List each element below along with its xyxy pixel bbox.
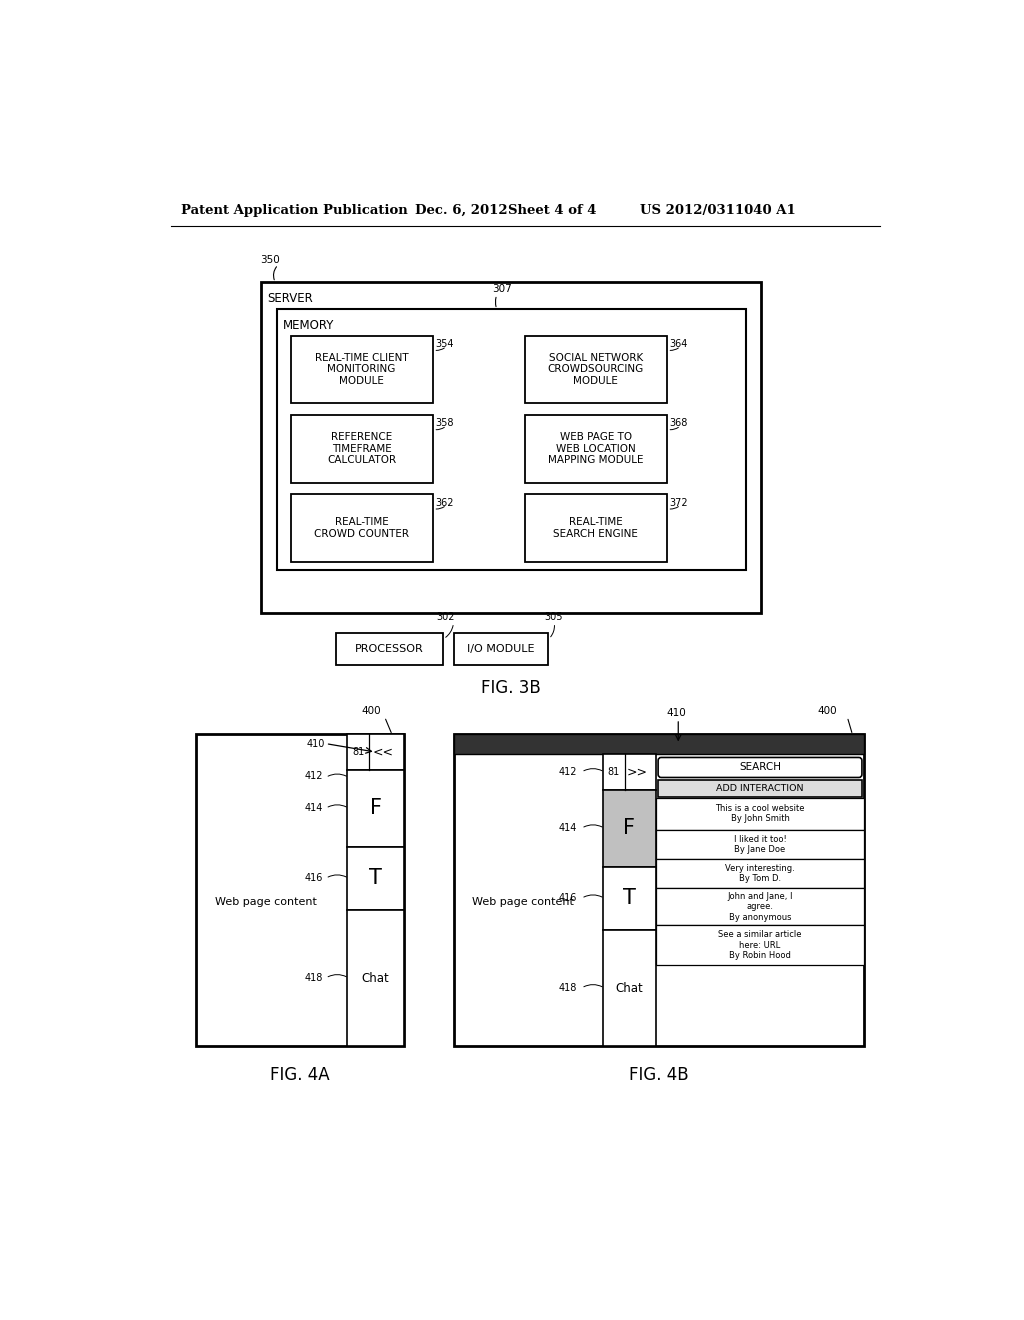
Text: REAL-TIME CLIENT
MONITORING
MODULE: REAL-TIME CLIENT MONITORING MODULE	[314, 352, 409, 385]
Text: Sheet 4 of 4: Sheet 4 of 4	[508, 205, 596, 218]
Bar	[655, 888, 864, 925]
FancyBboxPatch shape	[658, 758, 862, 777]
Bar	[603, 789, 655, 867]
Text: 410: 410	[307, 739, 326, 748]
Text: FIG. 3B: FIG. 3B	[481, 680, 541, 697]
Text: 418: 418	[305, 973, 324, 983]
Text: 302: 302	[436, 612, 455, 622]
Bar	[603, 929, 655, 1047]
Text: 400: 400	[361, 706, 381, 717]
Bar	[524, 494, 667, 562]
Text: 305: 305	[544, 612, 562, 622]
Text: FIG. 4B: FIG. 4B	[629, 1067, 689, 1085]
Bar	[524, 335, 667, 404]
Bar	[276, 309, 745, 570]
Text: >>: >>	[627, 766, 647, 779]
Text: 368: 368	[670, 418, 688, 428]
Bar	[347, 770, 403, 847]
Text: 372: 372	[670, 498, 688, 508]
Text: SERVER: SERVER	[267, 293, 313, 305]
Text: F: F	[624, 818, 636, 838]
Bar	[291, 335, 432, 404]
Bar	[603, 867, 655, 929]
Text: FIG. 4A: FIG. 4A	[270, 1067, 330, 1085]
Text: 416: 416	[305, 874, 324, 883]
Bar	[454, 734, 864, 755]
Text: 354: 354	[435, 339, 455, 348]
Bar	[291, 494, 432, 562]
Text: I/O MODULE: I/O MODULE	[467, 644, 535, 653]
Text: 414: 414	[558, 824, 577, 833]
Text: Dec. 6, 2012: Dec. 6, 2012	[415, 205, 507, 218]
Text: ADD INTERACTION: ADD INTERACTION	[716, 784, 804, 793]
Text: This is a cool website
By John Smith: This is a cool website By John Smith	[715, 804, 805, 824]
Bar	[655, 830, 864, 859]
Text: Chat: Chat	[361, 972, 389, 985]
Bar	[291, 414, 432, 483]
Text: REFERENCE
TIMEFRAME
CALCULATOR: REFERENCE TIMEFRAME CALCULATOR	[327, 432, 396, 465]
Text: WEB PAGE TO
WEB LOCATION
MAPPING MODULE: WEB PAGE TO WEB LOCATION MAPPING MODULE	[548, 432, 643, 465]
Text: 307: 307	[493, 284, 512, 293]
Text: 364: 364	[670, 339, 688, 348]
Text: See a similar article
here: URL
By Robin Hood: See a similar article here: URL By Robin…	[718, 931, 802, 960]
Text: 362: 362	[435, 498, 455, 508]
Text: 418: 418	[558, 983, 577, 993]
Text: 414: 414	[305, 804, 324, 813]
Text: 81: 81	[608, 767, 621, 777]
Text: Very interesting.
By Tom D.: Very interesting. By Tom D.	[725, 865, 795, 883]
Text: MEMORY: MEMORY	[283, 319, 335, 333]
Bar	[347, 847, 403, 909]
Text: F: F	[370, 799, 382, 818]
Bar	[655, 859, 864, 888]
Bar	[347, 734, 403, 770]
Text: SEARCH: SEARCH	[739, 763, 781, 772]
Text: 400: 400	[818, 706, 838, 717]
Text: 416: 416	[558, 894, 577, 903]
Bar	[524, 414, 667, 483]
Bar	[658, 780, 862, 797]
Text: John and Jane, I
agree.
By anonymous: John and Jane, I agree. By anonymous	[727, 892, 793, 921]
Text: Web page content: Web page content	[472, 896, 574, 907]
Text: 350: 350	[260, 255, 280, 265]
Text: 358: 358	[435, 418, 455, 428]
Bar	[454, 632, 548, 665]
Text: PROCESSOR: PROCESSOR	[354, 644, 424, 653]
Text: Chat: Chat	[615, 982, 643, 994]
Text: I liked it too!
By Jane Doe: I liked it too! By Jane Doe	[733, 834, 786, 854]
Text: Web page content: Web page content	[215, 896, 316, 907]
Text: <<: <<	[373, 746, 394, 759]
Text: 412: 412	[558, 767, 577, 777]
Text: 410: 410	[667, 708, 686, 718]
Bar	[655, 925, 864, 965]
Text: US 2012/0311040 A1: US 2012/0311040 A1	[640, 205, 796, 218]
Text: Patent Application Publication: Patent Application Publication	[180, 205, 408, 218]
Text: T: T	[370, 869, 382, 888]
Text: REAL-TIME
CROWD COUNTER: REAL-TIME CROWD COUNTER	[314, 517, 410, 539]
Text: T: T	[623, 888, 636, 908]
Text: 412: 412	[305, 771, 324, 781]
Bar	[655, 797, 864, 830]
Bar	[603, 755, 655, 789]
Bar	[261, 281, 761, 612]
Text: 81: 81	[352, 747, 365, 758]
Bar	[454, 734, 864, 1047]
Text: SOCIAL NETWORK
CROWDSOURCING
MODULE: SOCIAL NETWORK CROWDSOURCING MODULE	[548, 352, 644, 385]
Bar	[197, 734, 403, 1047]
Text: REAL-TIME
SEARCH ENGINE: REAL-TIME SEARCH ENGINE	[553, 517, 638, 539]
Bar	[347, 909, 403, 1047]
Bar	[336, 632, 442, 665]
